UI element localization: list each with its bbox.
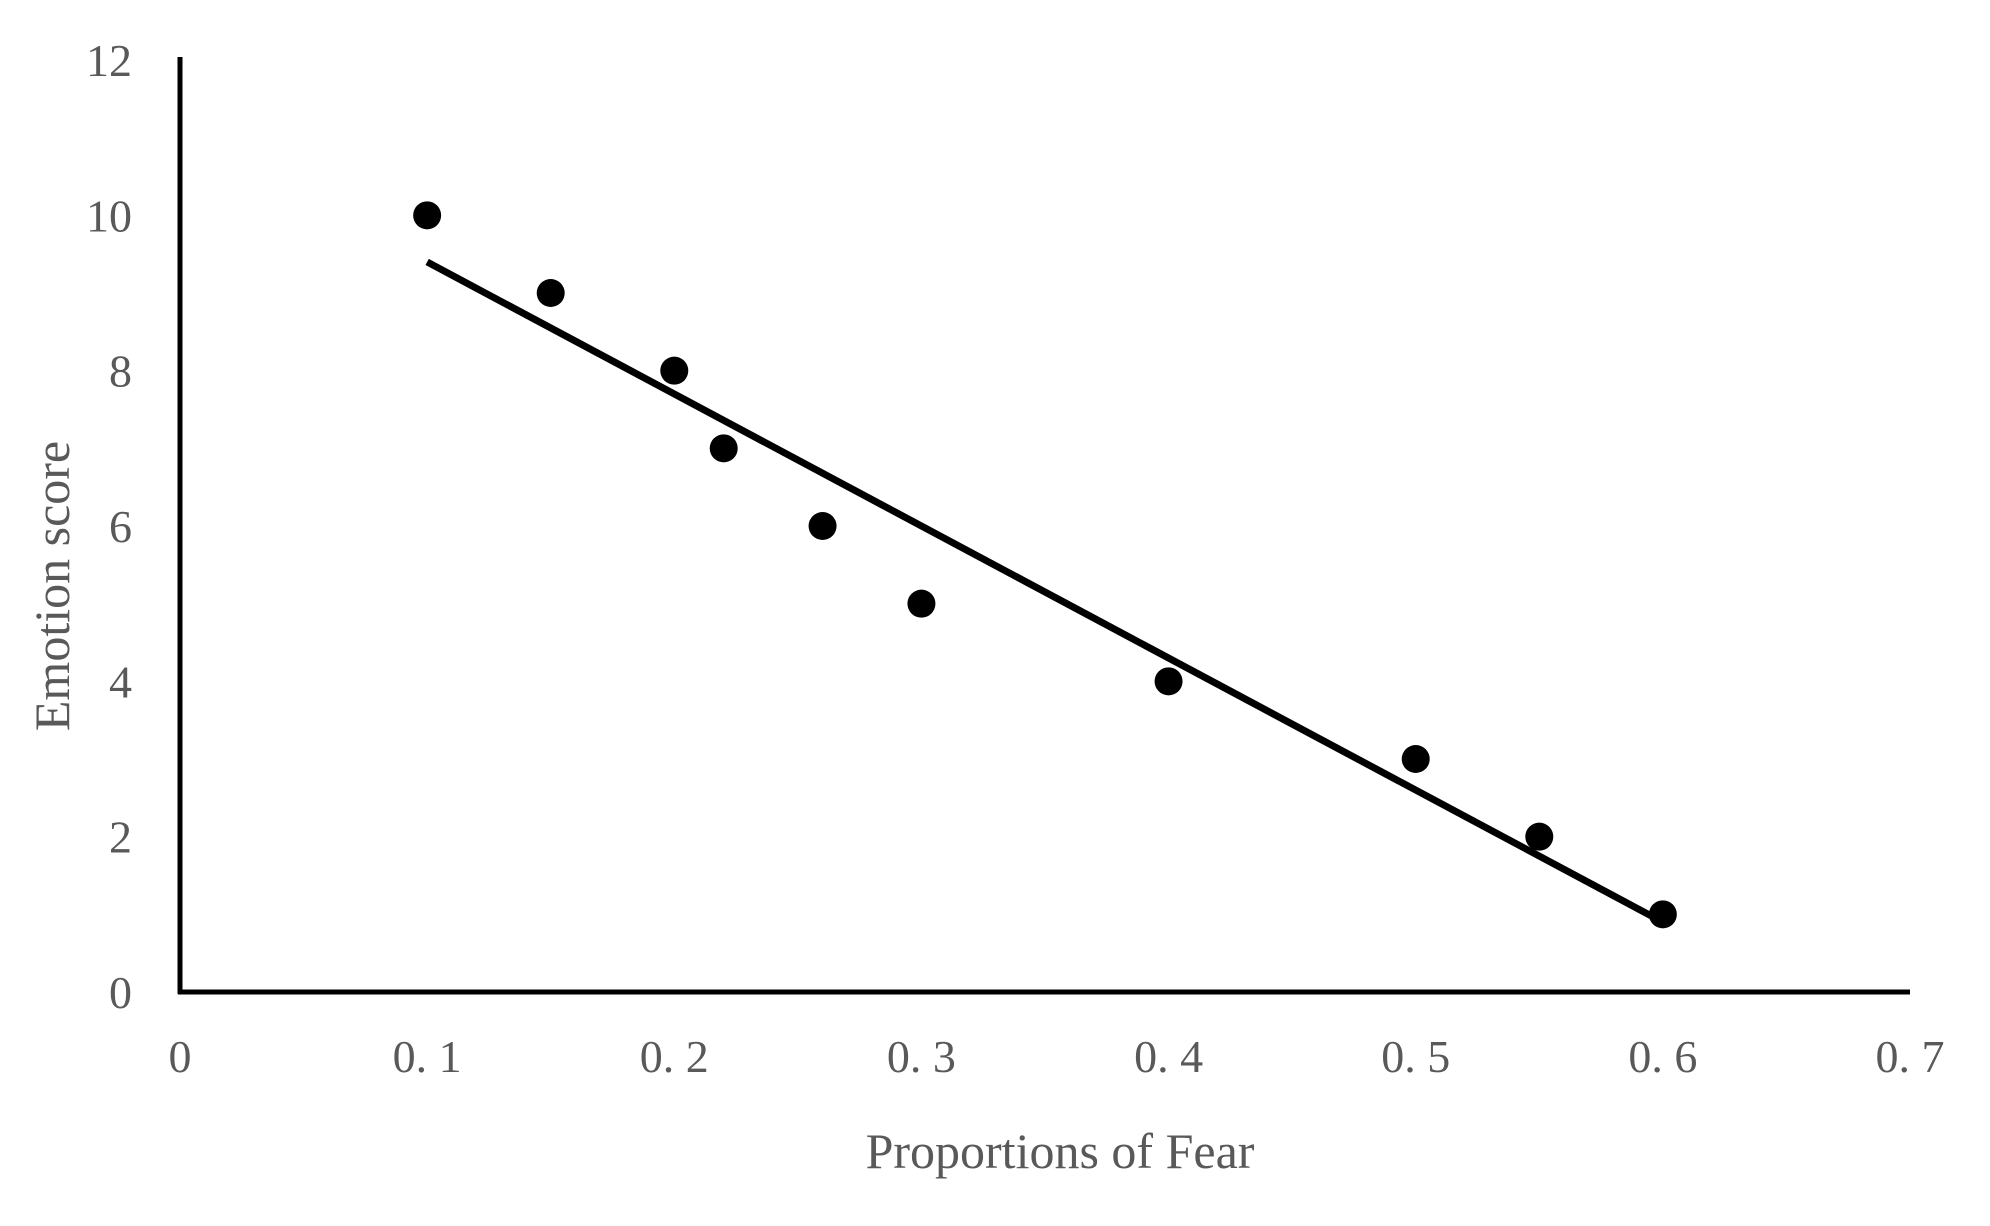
x-tick-label: 0. 1: [393, 1031, 462, 1082]
data-point: [1648, 900, 1677, 929]
y-tick-label: 8: [109, 346, 132, 397]
data-points: [413, 201, 1677, 929]
y-tick-labels: 0 2 4 6 8 10 12: [86, 35, 132, 1018]
y-tick-label: 4: [109, 656, 132, 707]
trendline: [425, 258, 1665, 926]
x-tick-label: 0. 7: [1876, 1031, 1945, 1082]
data-point: [907, 589, 936, 618]
data-point: [413, 201, 442, 230]
y-tick-label: 2: [109, 812, 132, 863]
y-tick-label: 6: [109, 501, 132, 552]
x-tick-label: 0: [169, 1031, 192, 1082]
y-axis-title: Emotion score: [24, 441, 80, 731]
data-point: [1154, 667, 1183, 696]
data-point: [660, 356, 689, 385]
x-tick-label: 0. 5: [1381, 1031, 1450, 1082]
data-point: [1525, 822, 1554, 851]
x-tick-label: 0. 6: [1628, 1031, 1697, 1082]
data-point: [808, 512, 837, 540]
data-point: [1401, 745, 1430, 773]
x-tick-labels: 0 0. 1 0. 2 0. 3 0. 4 0. 5 0. 6 0. 7: [169, 1031, 1945, 1082]
y-tick-label: 0: [109, 967, 132, 1018]
x-tick-label: 0. 4: [1134, 1031, 1203, 1082]
data-point: [536, 279, 565, 307]
x-tick-label: 0. 2: [640, 1031, 709, 1082]
data-point: [709, 434, 738, 463]
y-tick-label: 10: [86, 190, 132, 241]
x-tick-label: 0. 3: [887, 1031, 956, 1082]
y-tick-label: 12: [86, 35, 132, 86]
x-axis-title: Proportions of Fear: [866, 1123, 1255, 1179]
